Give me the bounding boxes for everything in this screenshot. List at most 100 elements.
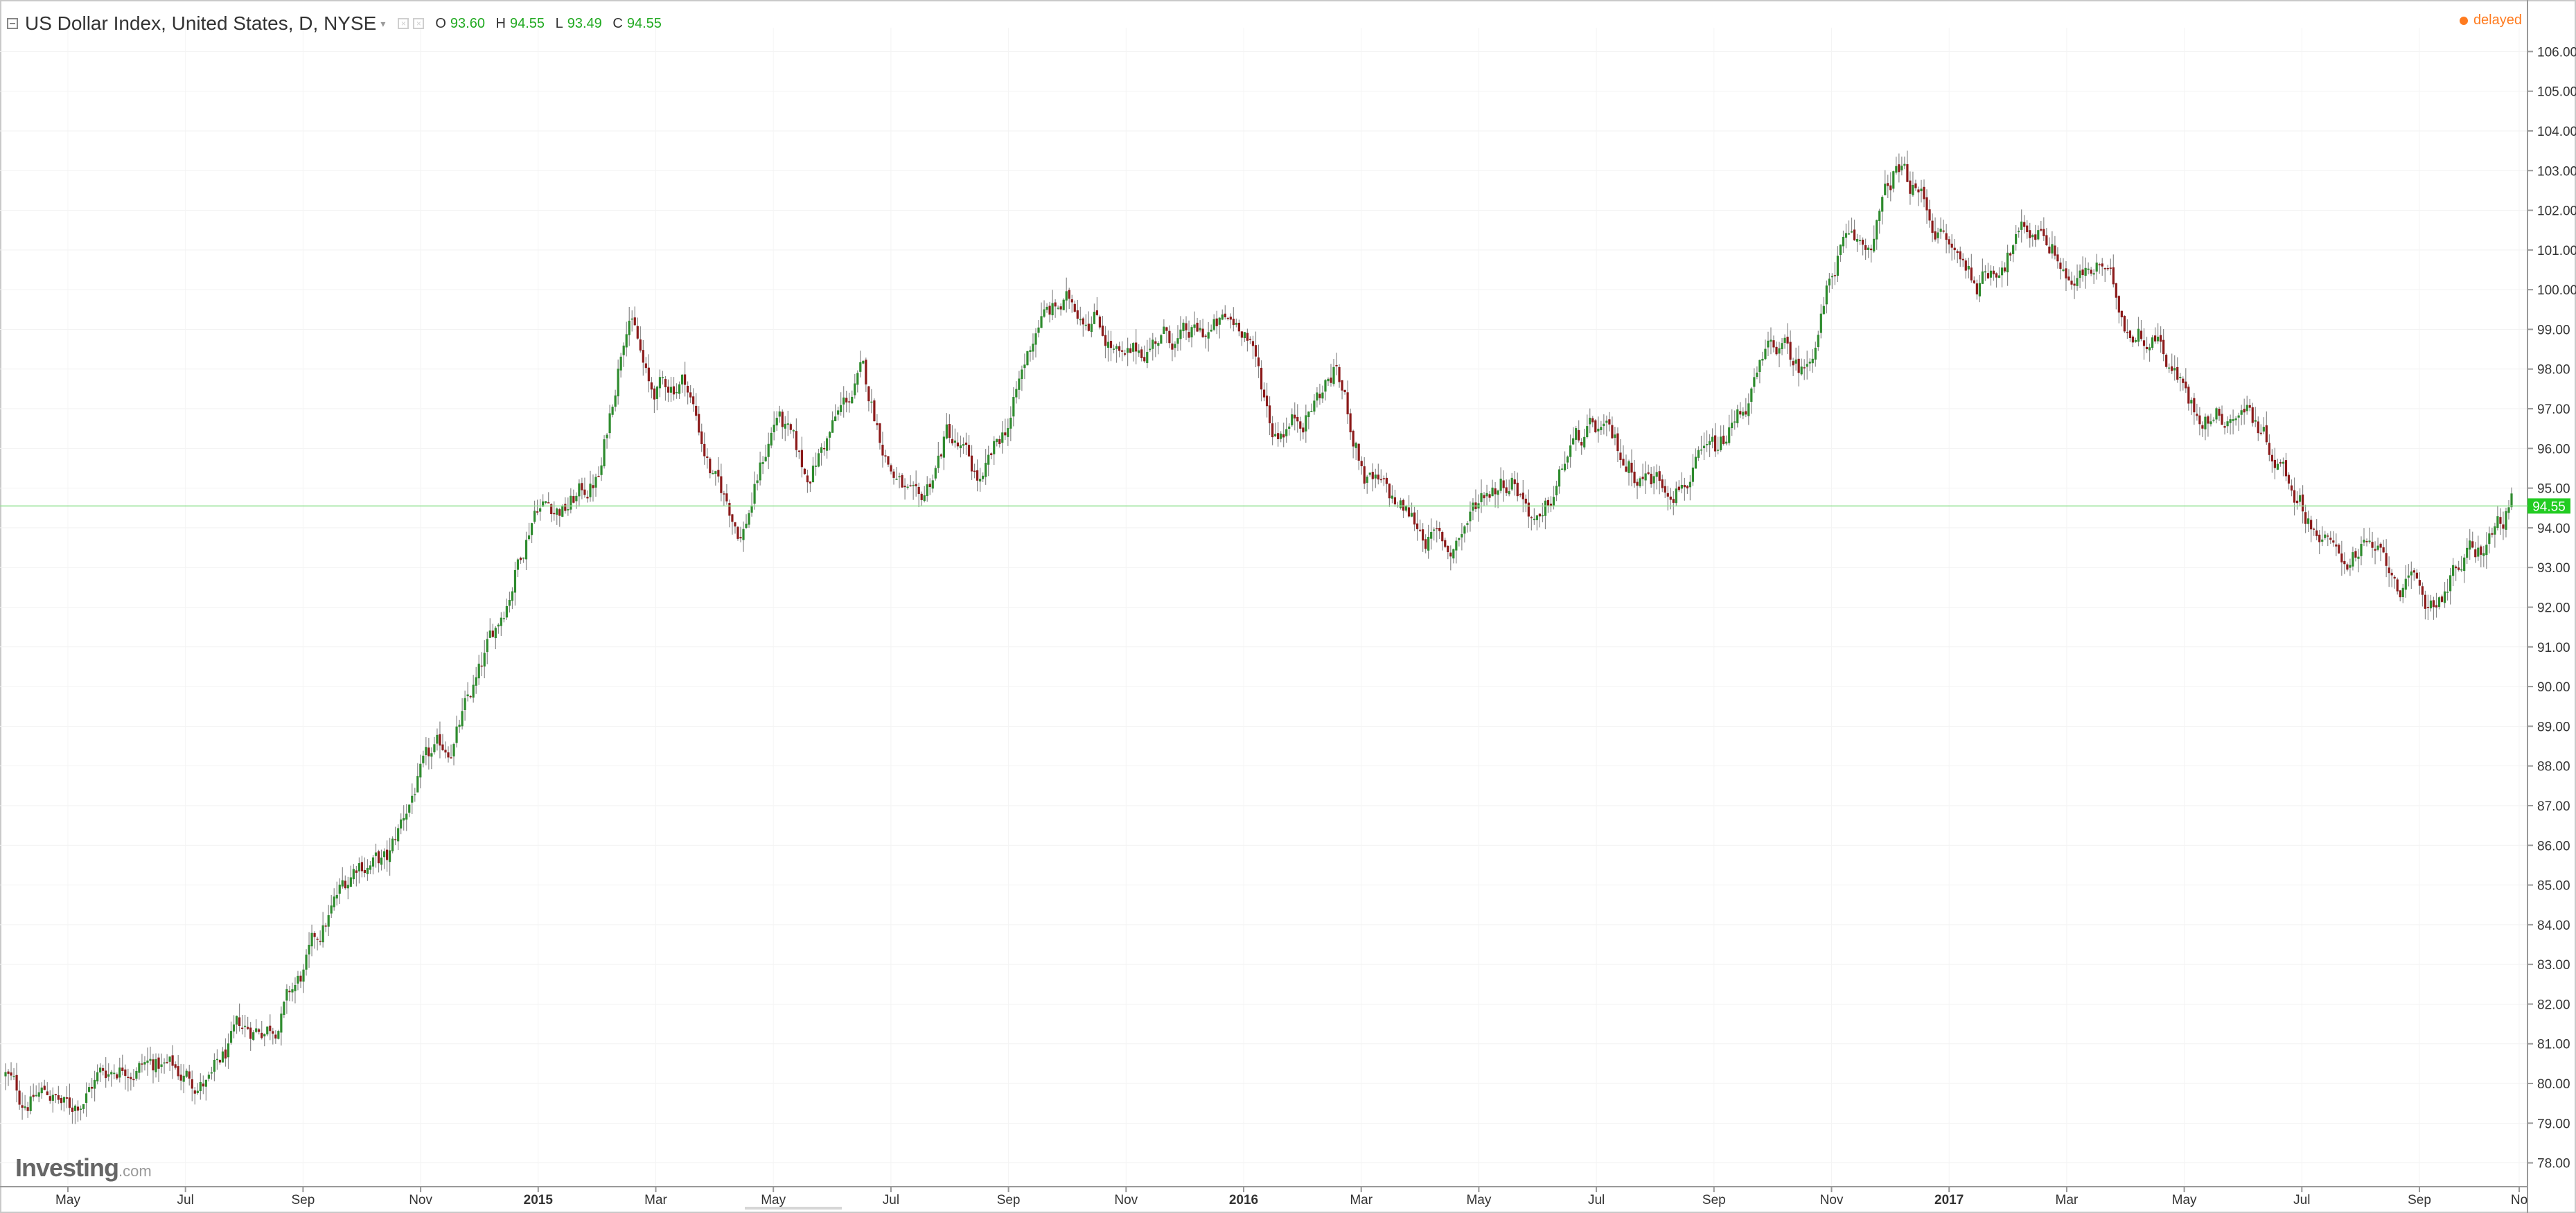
candle-body [1363,466,1366,484]
candle-body [2120,310,2123,318]
candle-body [964,442,968,445]
candle-body [1953,247,1956,251]
symbol-title[interactable]: US Dollar Index, United States, D, NYSE [25,12,377,34]
candle-body [213,1059,216,1072]
candle-body [330,905,333,914]
candle-body [1728,427,1731,443]
candle-body [1895,166,1898,173]
candle-body [1399,500,1402,508]
price-axis[interactable]: 78.00 79.00 80.00 81.00 82.00 83.00 84.00 85.00… [2528,45,2576,1171]
candle-body [2142,340,2146,346]
candle-body [642,350,644,363]
status-text: delayed [2473,12,2522,28]
candle-body [2477,547,2480,557]
candle-body [73,1106,77,1111]
candle-body [2270,454,2273,462]
y-tick-label: 101.00 [2537,244,2576,258]
candle-body [1057,308,1059,309]
candle-body [1644,473,1647,481]
candle-body [283,1002,285,1016]
y-tick-label: 90.00 [2537,680,2570,695]
candle-body [2443,591,2446,603]
candle-body [1084,324,1087,326]
candle-body [1104,335,1107,346]
candle-body [40,1087,43,1094]
x-tick-label: Sep [997,1193,1021,1207]
candle-body [2313,529,2315,530]
candle-body [1839,245,1842,255]
candle-body [953,440,957,443]
candle-body [2321,539,2324,542]
candle-body [1705,444,1709,445]
candle-body [572,496,575,503]
candle-body [617,369,619,397]
candle-body [1870,248,1873,251]
candle-body [1842,236,1845,247]
candle-body [1625,466,1627,472]
candle-body [2382,547,2385,553]
candle-body [2440,596,2444,602]
candle-body [1619,452,1622,461]
y-tick-label: 95.00 [2537,482,2570,497]
grid [0,28,2528,1187]
close-mini-icon[interactable]: × [413,18,425,29]
candle-body [1597,428,1600,432]
candle-body [2393,576,2396,579]
candle-body [1466,523,1469,525]
brand-name: Investing [15,1153,119,1182]
candle-body [639,339,642,351]
candle-body [1546,499,1550,506]
candle-body [157,1057,160,1069]
candle-body [2248,405,2251,408]
candle-body [1146,352,1149,364]
candle-body [247,1027,249,1029]
candle-body [1677,486,1680,490]
candle-body [272,1031,274,1034]
candle-body [578,483,581,497]
candle-body [1015,389,1018,398]
settings-mini-icon[interactable]: × [398,18,409,29]
candle-body [2006,252,2009,273]
candle-body [2062,269,2065,271]
candle-body [1469,511,1472,522]
candle-body [204,1079,207,1087]
collapse-icon[interactable] [7,18,18,29]
candle-body [1368,472,1371,475]
candle-body [1424,539,1427,549]
candle-body [2037,230,2040,240]
time-axis-scroll-handle[interactable] [745,1207,842,1210]
candle-body [1878,211,1881,221]
candle-body [678,384,681,394]
candle-body [909,485,912,487]
candle-body [1817,335,1819,347]
x-tick-label: Sep [2408,1193,2431,1207]
candle-body [887,456,890,465]
candle-body [2173,368,2176,371]
candle-body [2499,517,2502,524]
candle-body [2460,569,2463,571]
candle-body [105,1070,107,1079]
candle-body [2318,534,2321,542]
candle-body [475,677,477,686]
candle-body [1639,478,1641,487]
candle-body [403,817,405,821]
candle-body [2494,526,2496,535]
candle-body [1232,319,1235,326]
candle-body [179,1074,182,1081]
candle-body [1909,180,1912,194]
candle-body [168,1056,171,1062]
candle-body [987,454,990,465]
candle-body [90,1086,94,1089]
time-axis[interactable]: May Jul Sep Nov 2015 Mar May Jul Sep Nov 2016 Mar Ma… [55,1187,2528,1207]
candle-body [177,1066,179,1077]
chevron-down-icon[interactable]: ▾ [380,17,386,29]
candle-body [82,1104,85,1109]
high-value: 94.55 [510,15,545,31]
candle-body [1410,513,1413,517]
candle-body [2215,408,2218,420]
candle-body [1433,529,1436,531]
candle-body [586,497,589,499]
candle-body [2112,267,2115,285]
